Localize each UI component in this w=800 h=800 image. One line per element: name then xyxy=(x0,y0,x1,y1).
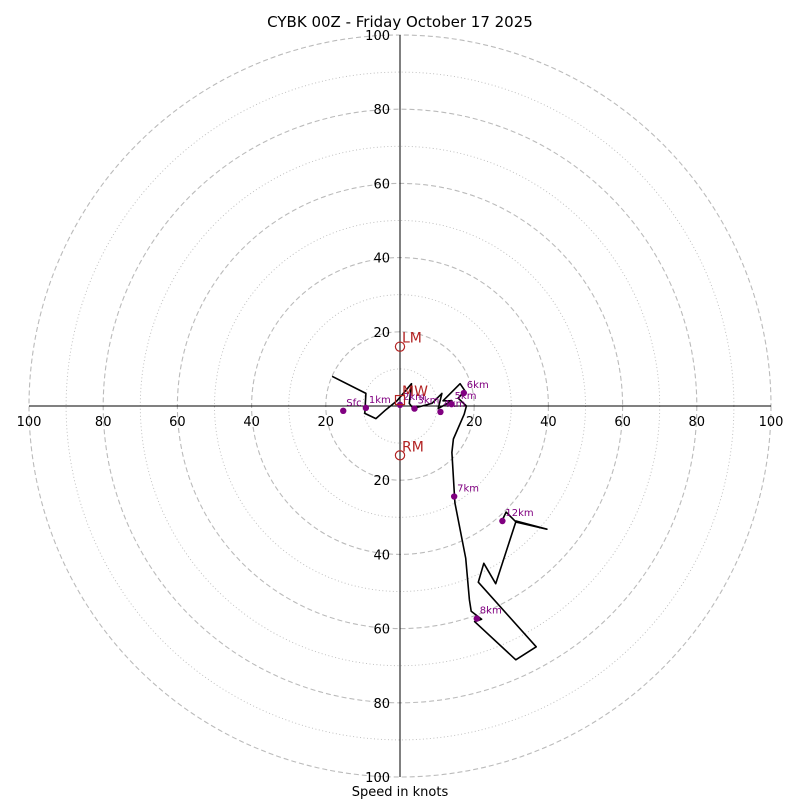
tick-label-bottom-100: 100 xyxy=(365,771,390,786)
height-label-12km: 12km xyxy=(505,508,533,519)
tick-label-bottom-20: 20 xyxy=(373,474,390,489)
height-point-8km xyxy=(473,615,480,622)
tick-label-right-60: 60 xyxy=(614,415,631,430)
height-point-sfc xyxy=(340,407,347,415)
height-label-6km: 6km xyxy=(467,380,489,391)
height-point-3km xyxy=(411,405,418,412)
height-label-1km: 1km xyxy=(369,395,391,406)
storm-motion-point-mw xyxy=(394,394,406,406)
tick-label-left-60: 60 xyxy=(169,415,186,430)
chart-title: CYBK 00Z - Friday October 17 2025 xyxy=(267,13,533,31)
storm-motion-label-lm: LM xyxy=(402,331,422,347)
height-label-3km: 3km xyxy=(417,396,439,407)
x-axis-label: Speed in knots xyxy=(352,785,449,800)
tick-label-top-20: 20 xyxy=(373,326,390,341)
tick-label-left-40: 40 xyxy=(243,415,260,430)
height-point-4km xyxy=(437,408,444,416)
tick-label-right-20: 20 xyxy=(466,415,483,430)
tick-label-right-100: 100 xyxy=(759,415,784,430)
storm-motion-label-mw: MW xyxy=(402,384,428,400)
hodograph-trace-group xyxy=(331,375,548,661)
tick-label-bottom-40: 40 xyxy=(373,548,390,563)
tick-label-right-80: 80 xyxy=(689,415,706,430)
tick-label-top-60: 60 xyxy=(373,177,390,192)
height-label-sfc: Sfc xyxy=(346,398,361,409)
height-label-5km: 5km xyxy=(455,391,477,402)
tick-label-bottom-80: 80 xyxy=(373,697,390,712)
tick-label-top-100: 100 xyxy=(365,29,390,44)
tick-label-top-40: 40 xyxy=(373,252,390,267)
height-point-6km xyxy=(460,389,468,397)
height-point-1km xyxy=(362,404,370,412)
storm-motion-point-rm xyxy=(394,450,406,461)
tick-label-top-80: 80 xyxy=(373,103,390,118)
height-point-12km xyxy=(499,517,506,525)
tick-label-right-40: 40 xyxy=(540,415,557,430)
height-point-7km xyxy=(450,493,458,500)
hodograph-trace xyxy=(331,375,548,661)
tick-label-left-100: 100 xyxy=(17,415,42,430)
tick-label-bottom-60: 60 xyxy=(373,623,390,638)
storm-motion-point-lm xyxy=(394,341,406,352)
tick-labels: 20 20 20 20 40 40 40 40 60 60 60 60 80 80 80 80 100 100 10… xyxy=(17,29,784,786)
height-point-5km xyxy=(448,400,455,408)
height-label-7km: 7km xyxy=(457,484,479,495)
tick-label-left-80: 80 xyxy=(95,415,112,430)
height-markers: Sfc1km2km3km4km5km6km7km8km12km xyxy=(340,380,534,622)
height-label-2km: 2km xyxy=(403,392,425,403)
storm-motion-markers: LM MW RM xyxy=(394,331,428,461)
height-label-8km: 8km xyxy=(480,606,502,617)
tick-label-left-20: 20 xyxy=(318,415,335,430)
storm-motion-label-rm: RM xyxy=(402,439,424,455)
